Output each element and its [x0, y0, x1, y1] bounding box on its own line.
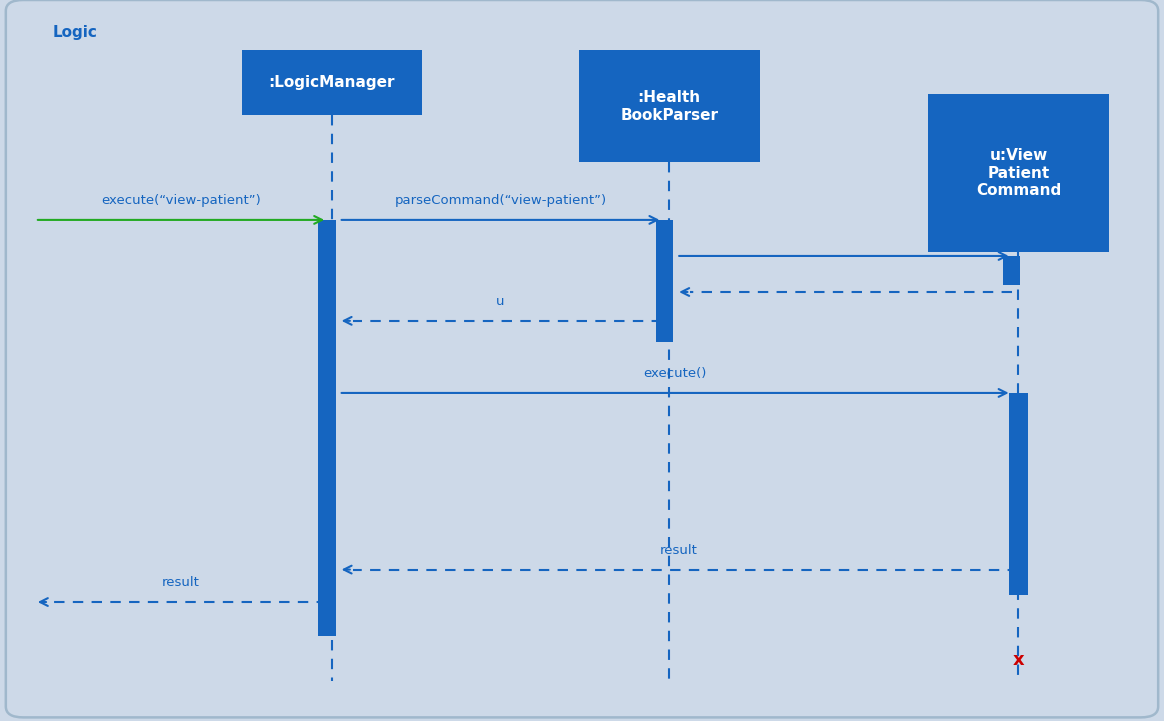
- Text: parseCommand(“view-patient”): parseCommand(“view-patient”): [395, 194, 606, 207]
- Text: execute(): execute(): [644, 367, 707, 380]
- Text: u: u: [496, 295, 505, 308]
- Text: :Health
BookParser: :Health BookParser: [620, 90, 718, 123]
- Bar: [656, 220, 673, 342]
- Bar: [1003, 256, 1020, 285]
- Bar: [241, 50, 421, 115]
- Text: execute(“view-patient”): execute(“view-patient”): [101, 194, 261, 207]
- Text: :LogicManager: :LogicManager: [269, 76, 395, 90]
- FancyBboxPatch shape: [6, 0, 1158, 717]
- Bar: [579, 50, 759, 162]
- Bar: [928, 94, 1108, 252]
- Text: result: result: [162, 576, 200, 589]
- Bar: [318, 220, 336, 636]
- Text: x: x: [1013, 651, 1024, 668]
- Text: u:View
Patient
Command: u:View Patient Command: [975, 148, 1062, 198]
- Text: Logic: Logic: [52, 25, 98, 40]
- Text: result: result: [660, 544, 697, 557]
- Bar: [1009, 393, 1028, 595]
